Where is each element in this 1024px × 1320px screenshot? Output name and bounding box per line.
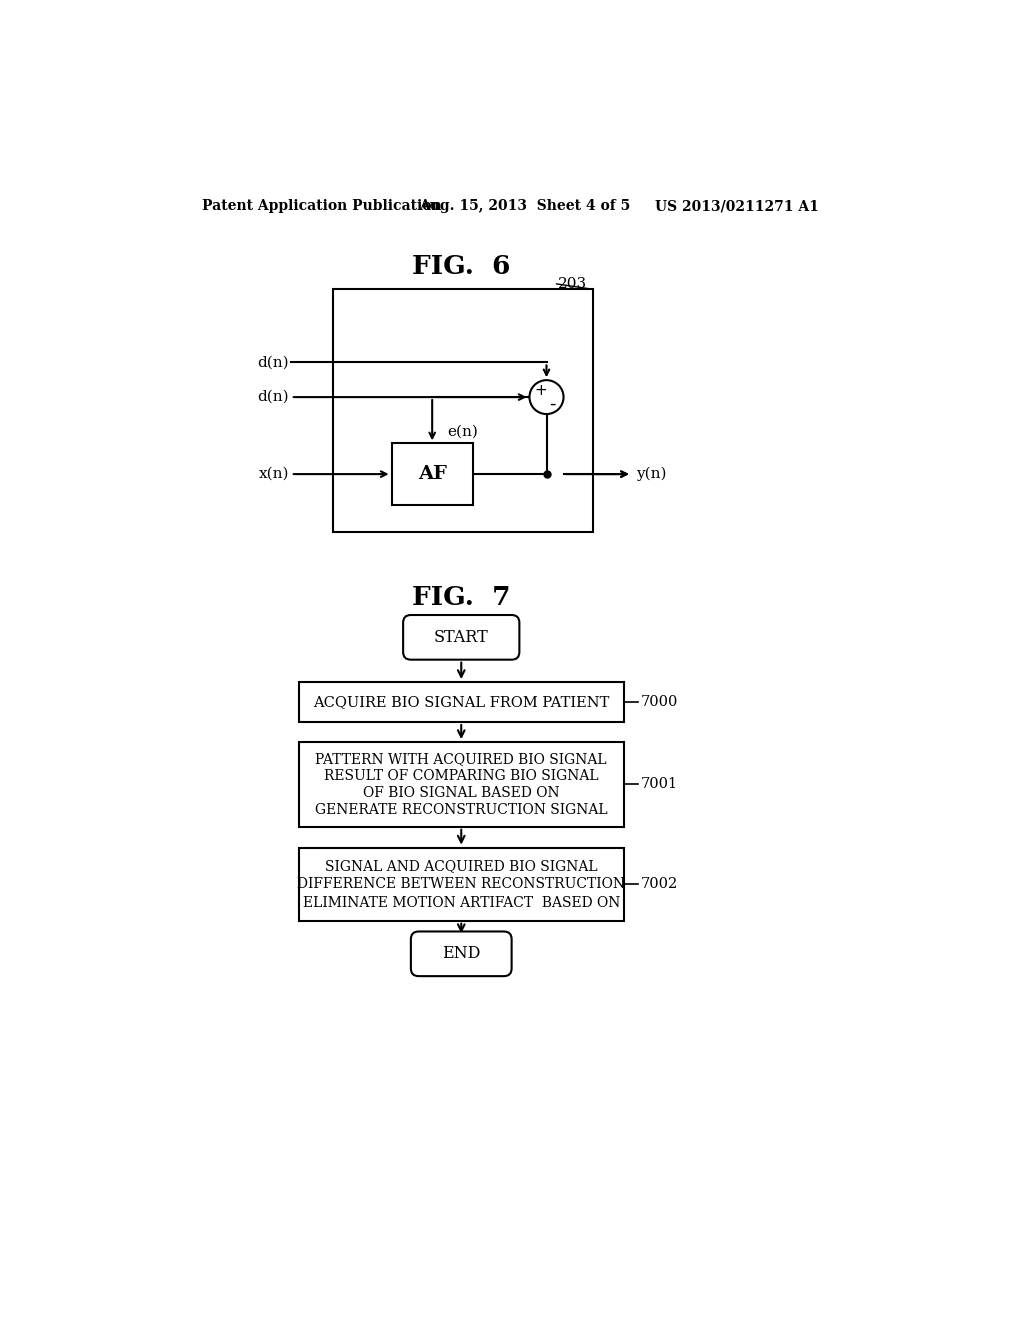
Text: START: START: [434, 628, 488, 645]
Bar: [334, 289, 593, 532]
Bar: [299, 847, 624, 921]
Text: AF: AF: [418, 465, 446, 483]
Bar: [391, 444, 473, 506]
Text: FIG.  6: FIG. 6: [412, 253, 510, 279]
Text: -: -: [550, 395, 556, 413]
Text: e(n): e(n): [447, 425, 478, 438]
Text: US 2013/0211271 A1: US 2013/0211271 A1: [655, 199, 819, 213]
Text: Aug. 15, 2013  Sheet 4 of 5: Aug. 15, 2013 Sheet 4 of 5: [419, 199, 630, 213]
Text: x(n): x(n): [259, 467, 289, 480]
FancyBboxPatch shape: [411, 932, 512, 977]
Text: PATTERN WITH ACQUIRED BIO SIGNAL: PATTERN WITH ACQUIRED BIO SIGNAL: [315, 752, 607, 766]
Bar: [299, 742, 624, 826]
Text: 7001: 7001: [641, 777, 678, 792]
Text: 7000: 7000: [641, 696, 679, 709]
Text: OF BIO SIGNAL BASED ON: OF BIO SIGNAL BASED ON: [362, 785, 559, 800]
Text: RESULT OF COMPARING BIO SIGNAL: RESULT OF COMPARING BIO SIGNAL: [324, 770, 599, 783]
Text: ELIMINATE MOTION ARTIFACT  BASED ON: ELIMINATE MOTION ARTIFACT BASED ON: [302, 895, 620, 909]
Text: ACQUIRE BIO SIGNAL FROM PATIENT: ACQUIRE BIO SIGNAL FROM PATIENT: [313, 696, 609, 709]
Text: y(n): y(n): [636, 467, 667, 482]
Text: SIGNAL AND ACQUIRED BIO SIGNAL: SIGNAL AND ACQUIRED BIO SIGNAL: [325, 858, 598, 873]
Text: 7002: 7002: [641, 876, 678, 891]
Text: GENERATE RECONSTRUCTION SIGNAL: GENERATE RECONSTRUCTION SIGNAL: [315, 803, 607, 817]
FancyBboxPatch shape: [403, 615, 519, 660]
Text: FIG.  7: FIG. 7: [412, 585, 511, 610]
Text: 203: 203: [558, 277, 587, 290]
Circle shape: [529, 380, 563, 414]
Text: d(n): d(n): [258, 391, 289, 404]
Text: END: END: [442, 945, 480, 962]
Text: +: +: [534, 383, 547, 397]
Bar: [299, 682, 624, 722]
Text: d(n): d(n): [258, 355, 289, 370]
Text: Patent Application Publication: Patent Application Publication: [202, 199, 441, 213]
Text: DIFFERENCE BETWEEN RECONSTRUCTION: DIFFERENCE BETWEEN RECONSTRUCTION: [297, 876, 626, 891]
